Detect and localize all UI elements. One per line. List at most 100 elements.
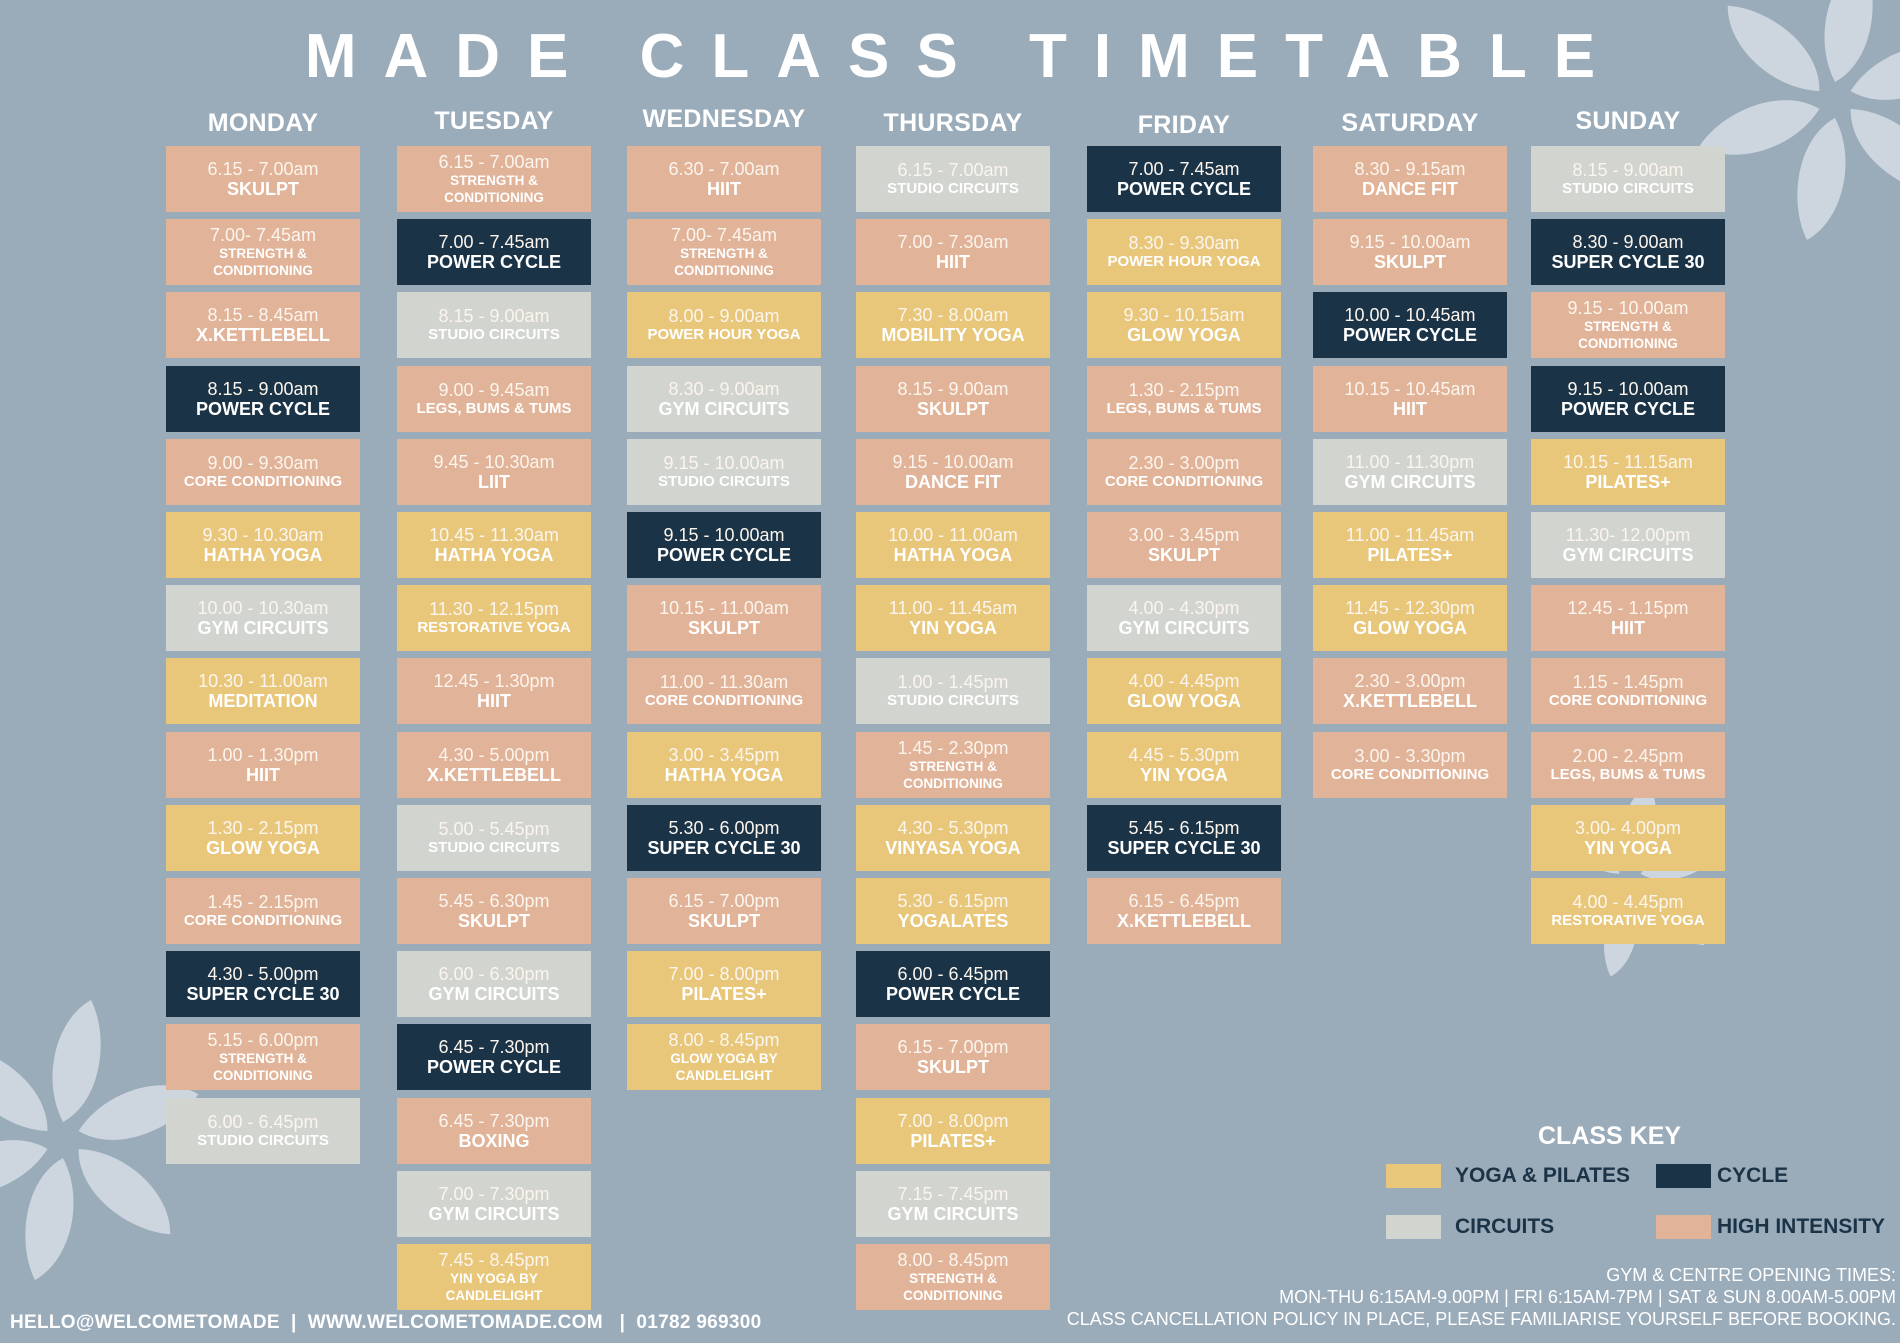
class-slot[interactable]: 9.15 - 10.00am POWER CYCLE — [627, 512, 821, 578]
class-slot[interactable]: 6.15 - 6.45pm X.KETTLEBELL — [1087, 878, 1281, 944]
class-slot[interactable]: 6.00 - 6.45pm STUDIO CIRCUITS — [166, 1097, 360, 1164]
class-slot[interactable]: 10.45 - 11.30am HATHA YOGA — [397, 512, 591, 578]
class-slot[interactable]: 4.00 - 4.45pm GLOW YOGA — [1087, 658, 1281, 725]
website-link[interactable]: WWW.WELCOMETOMADE.COM — [307, 1312, 603, 1333]
class-time: 5.30 - 6.15pm — [897, 891, 1009, 911]
class-slot[interactable]: 7.00- 7.45am STRENGTH & CONDITIONING — [166, 219, 360, 286]
class-slot[interactable]: 1.30 - 2.15pm LEGS, BUMS & TUMS — [1087, 365, 1281, 432]
class-time: 7.00 - 7.30am — [897, 232, 1009, 253]
class-slot[interactable]: 9.30 - 10.30am HATHA YOGA — [166, 512, 360, 578]
class-slot[interactable]: 4.00 - 4.45pm RESTORATIVE YOGA — [1531, 878, 1725, 944]
class-slot[interactable]: 2.30 - 3.00pm X.KETTLEBELL — [1313, 658, 1507, 725]
class-slot[interactable]: 7.00 - 8.00pm PILATES+ — [856, 1097, 1050, 1164]
class-slot[interactable]: 8.15 - 9.00am STUDIO CIRCUITS — [1531, 146, 1725, 212]
class-slot[interactable]: 9.30 - 10.15am GLOW YOGA — [1087, 292, 1281, 359]
class-slot[interactable]: 9.15 - 10.00am POWER CYCLE — [1531, 365, 1725, 432]
class-slot[interactable]: 8.15 - 9.00am POWER CYCLE — [166, 365, 360, 432]
class-slot[interactable]: 7.00- 7.45am STRENGTH & CONDITIONING — [627, 219, 821, 286]
class-slot[interactable]: 6.15 - 7.00am STRENGTH & CONDITIONING — [397, 146, 591, 212]
class-slot[interactable]: 10.00 - 10.45am POWER CYCLE — [1313, 292, 1507, 359]
class-slot[interactable]: 11.00 - 11.45am PILATES+ — [1313, 512, 1507, 578]
class-slot[interactable]: 4.30 - 5.00pm SUPER CYCLE 30 — [166, 951, 360, 1018]
class-slot[interactable]: 10.30 - 11.00am MEDITATION — [166, 658, 360, 725]
class-slot[interactable]: 11.00 - 11.30pm GYM CIRCUITS — [1313, 438, 1507, 505]
class-slot[interactable]: 7.00 - 7.45am POWER CYCLE — [1087, 146, 1281, 212]
class-slot[interactable]: 8.00 - 8.45pm GLOW YOGA BY CANDLELIGHT — [627, 1024, 821, 1091]
class-slot[interactable]: 1.30 - 2.15pm GLOW YOGA — [166, 804, 360, 871]
class-slot[interactable]: 6.15 - 7.00am SKULPT — [166, 146, 360, 212]
class-slot[interactable]: 5.30 - 6.00pm SUPER CYCLE 30 — [627, 804, 821, 871]
class-slot[interactable]: 7.00 - 8.00pm PILATES+ — [627, 951, 821, 1018]
class-slot[interactable]: 2.00 - 2.45pm LEGS, BUMS & TUMS — [1531, 731, 1725, 798]
class-slot[interactable]: 6.15 - 7.00pm SKULPT — [627, 878, 821, 944]
class-slot[interactable]: 11.00 - 11.30am CORE CONDITIONING — [627, 658, 821, 725]
class-time: 5.00 - 5.45pm — [438, 818, 550, 839]
class-slot[interactable]: 1.45 - 2.30pm STRENGTH & CONDITIONING — [856, 731, 1050, 798]
class-slot[interactable]: 8.30 - 9.00am SUPER CYCLE 30 — [1531, 219, 1725, 286]
class-slot[interactable]: 3.00 - 3.30pm CORE CONDITIONING — [1313, 731, 1507, 798]
class-slot[interactable]: 8.30 - 9.00am GYM CIRCUITS — [627, 365, 821, 432]
class-slot[interactable]: 8.15 - 9.00am STUDIO CIRCUITS — [397, 292, 591, 359]
email-link[interactable]: HELLO@WELCOMETOMADE — [10, 1312, 280, 1333]
class-slot[interactable]: 2.30 - 3.00pm CORE CONDITIONING — [1087, 438, 1281, 505]
class-slot[interactable]: 6.15 - 7.00pm SKULPT — [856, 1024, 1050, 1091]
class-slot[interactable]: 6.45 - 7.30pm POWER CYCLE — [397, 1024, 591, 1091]
class-slot[interactable]: 5.45 - 6.30pm SKULPT — [397, 878, 591, 944]
class-slot[interactable]: 1.00 - 1.30pm HIIT — [166, 731, 360, 798]
class-slot[interactable]: 1.45 - 2.15pm CORE CONDITIONING — [166, 878, 360, 944]
phone-number[interactable]: 01782 969300 — [636, 1312, 762, 1333]
class-slot[interactable]: 4.30 - 5.00pm X.KETTLEBELL — [397, 731, 591, 798]
class-slot[interactable]: 5.00 - 5.45pm STUDIO CIRCUITS — [397, 804, 591, 871]
class-slot[interactable]: 9.00 - 9.30am CORE CONDITIONING — [166, 438, 360, 505]
class-slot[interactable]: 5.30 - 6.15pm YOGALATES — [856, 878, 1050, 944]
class-slot[interactable]: 10.00 - 11.00am HATHA YOGA — [856, 512, 1050, 578]
class-slot[interactable]: 4.30 - 5.30pm VINYASA YOGA — [856, 804, 1050, 871]
class-slot[interactable]: 6.00 - 6.30pm GYM CIRCUITS — [397, 951, 591, 1018]
class-slot[interactable]: 12.45 - 1.15pm HIIT — [1531, 585, 1725, 652]
class-slot[interactable]: 6.45 - 7.30pm BOXING — [397, 1097, 591, 1164]
class-slot[interactable]: 8.00 - 9.00am POWER HOUR YOGA — [627, 292, 821, 359]
class-slot[interactable]: 1.15 - 1.45pm CORE CONDITIONING — [1531, 658, 1725, 725]
class-slot[interactable]: 7.15 - 7.45pm GYM CIRCUITS — [856, 1170, 1050, 1237]
class-slot[interactable]: 5.15 - 6.00pm STRENGTH & CONDITIONING — [166, 1024, 360, 1091]
class-slot[interactable]: 12.45 - 1.30pm HIIT — [397, 658, 591, 725]
class-slot[interactable]: 8.30 - 9.15am DANCE FIT — [1313, 146, 1507, 212]
class-slot[interactable]: 9.15 - 10.00am STUDIO CIRCUITS — [627, 438, 821, 505]
class-slot[interactable]: 7.00 - 7.30pm GYM CIRCUITS — [397, 1170, 591, 1237]
class-slot[interactable]: 10.15 - 11.00am SKULPT — [627, 585, 821, 652]
contact-footer: HELLO@WELCOMETOMADE | WWW.WELCOMETOMADE.… — [10, 1312, 762, 1333]
class-slot[interactable]: 11.30 - 12.15pm RESTORATIVE YOGA — [397, 585, 591, 652]
class-slot[interactable]: 8.15 - 9.00am SKULPT — [856, 365, 1050, 432]
class-slot[interactable]: 3.00 - 3.45pm SKULPT — [1087, 512, 1281, 578]
class-slot[interactable]: 6.00 - 6.45pm POWER CYCLE — [856, 951, 1050, 1018]
class-slot[interactable]: 11.45 - 12.30pm GLOW YOGA — [1313, 585, 1507, 652]
class-slot[interactable]: 3.00- 4.00pm YIN YOGA — [1531, 804, 1725, 871]
class-slot[interactable]: 1.00 - 1.45pm STUDIO CIRCUITS — [856, 658, 1050, 725]
class-slot[interactable]: 9.45 - 10.30am LIIT — [397, 438, 591, 505]
class-slot[interactable]: 6.30 - 7.00am HIIT — [627, 146, 821, 212]
class-slot[interactable]: 7.45 - 8.45pm YIN YOGA BY CANDLELIGHT — [397, 1244, 591, 1310]
class-slot[interactable]: 10.15 - 10.45am HIIT — [1313, 365, 1507, 432]
class-slot[interactable]: 9.15 - 10.00am DANCE FIT — [856, 438, 1050, 505]
class-slot[interactable]: 3.00 - 3.45pm HATHA YOGA — [627, 731, 821, 798]
circuits-swatch-icon — [1386, 1215, 1441, 1239]
class-name: X.KETTLEBELL — [1343, 691, 1477, 712]
class-slot[interactable]: 9.00 - 9.45am LEGS, BUMS & TUMS — [397, 365, 591, 432]
class-slot[interactable]: 8.00 - 8.45pm STRENGTH & CONDITIONING — [856, 1244, 1050, 1310]
class-slot[interactable]: 7.00 - 7.45am POWER CYCLE — [397, 219, 591, 286]
class-slot[interactable]: 7.00 - 7.30am HIIT — [856, 219, 1050, 286]
class-slot[interactable]: 6.15 - 7.00am STUDIO CIRCUITS — [856, 146, 1050, 212]
class-slot[interactable]: 7.30 - 8.00am MOBILITY YOGA — [856, 292, 1050, 359]
class-slot[interactable]: 10.15 - 11.15am PILATES+ — [1531, 438, 1725, 505]
class-slot[interactable]: 8.15 - 8.45am X.KETTLEBELL — [166, 292, 360, 359]
class-slot[interactable]: 9.15 - 10.00am SKULPT — [1313, 219, 1507, 286]
class-slot[interactable]: 4.45 - 5.30pm YIN YOGA — [1087, 731, 1281, 798]
class-slot[interactable]: 11.00 - 11.45am YIN YOGA — [856, 585, 1050, 652]
class-slot[interactable]: 5.45 - 6.15pm SUPER CYCLE 30 — [1087, 804, 1281, 871]
class-slot[interactable]: 9.15 - 10.00am STRENGTH & CONDITIONING — [1531, 292, 1725, 359]
class-slot[interactable]: 10.00 - 10.30am GYM CIRCUITS — [166, 585, 360, 652]
class-slot[interactable]: 4.00 - 4.30pm GYM CIRCUITS — [1087, 585, 1281, 652]
class-slot[interactable]: 8.30 - 9.30am POWER HOUR YOGA — [1087, 219, 1281, 286]
class-slot[interactable]: 11.30- 12.00pm GYM CIRCUITS — [1531, 512, 1725, 578]
class-name: HATHA YOGA — [664, 764, 784, 785]
